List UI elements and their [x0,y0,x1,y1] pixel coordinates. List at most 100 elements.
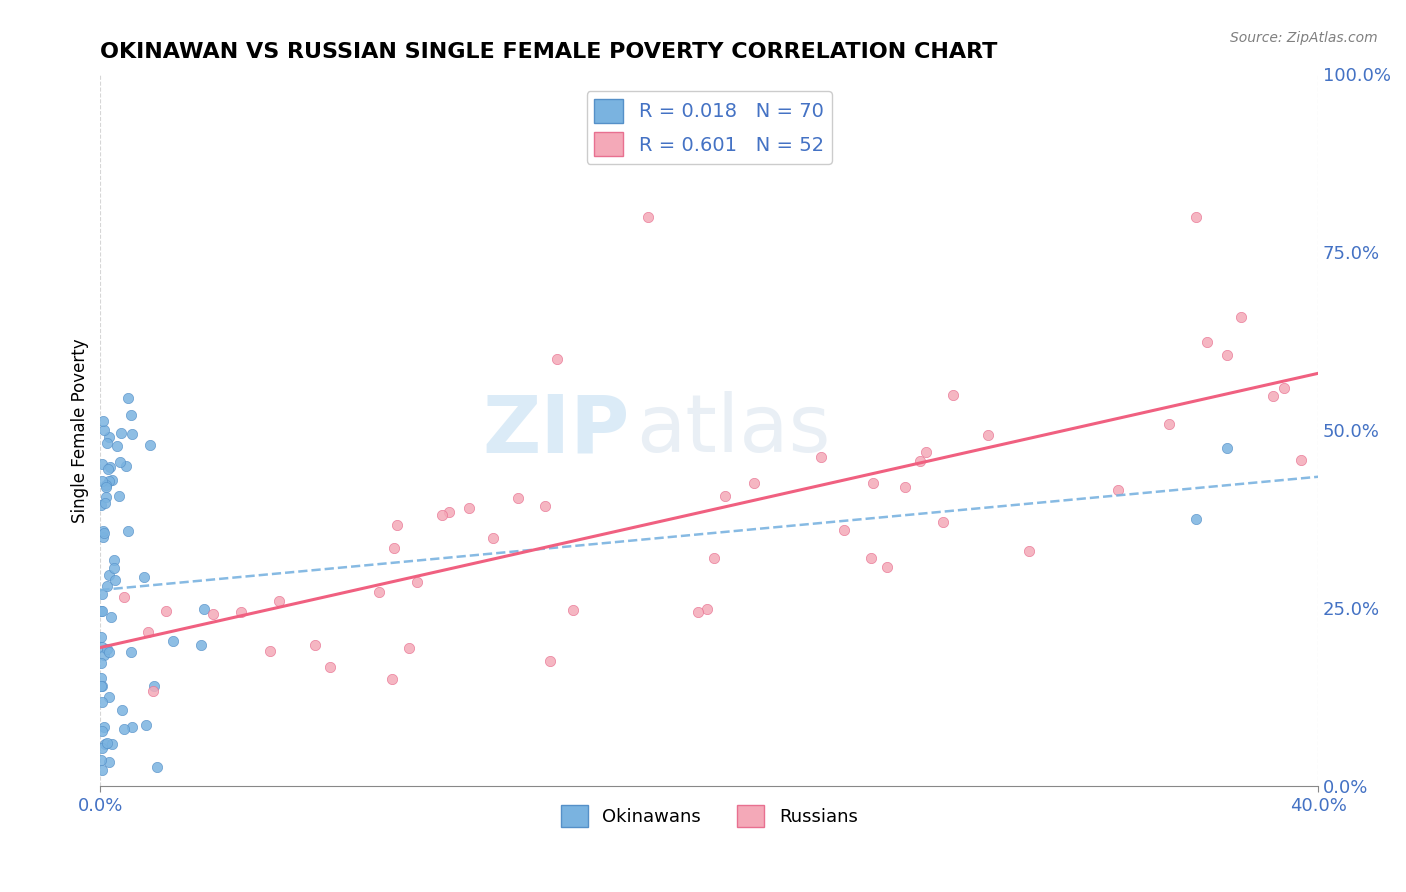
Point [894,480,917,494]
Point [97,690,120,704]
Point [90,458,112,472]
Point [155,603,177,617]
Point [104,573,127,587]
Point [162,634,184,648]
Point [111,703,134,717]
Point [1159,417,1181,432]
Point [100,737,122,751]
Point [96,642,118,657]
Point [1185,210,1208,224]
Point [398,641,420,656]
Point [115,459,138,474]
Point [105,439,128,453]
Point [862,476,884,491]
Point [120,645,142,659]
Point [231,605,253,619]
Point [977,427,1000,442]
Point [91,414,114,428]
Point [110,455,132,469]
Point [93,496,115,510]
Point [91,695,114,709]
Point [482,532,505,546]
Point [91,530,114,544]
Point [93,526,115,541]
Point [876,560,898,574]
Point [136,625,159,640]
Point [696,601,718,615]
Point [367,585,389,599]
Point [103,552,125,566]
Text: atlas: atlas [636,392,831,469]
Point [714,489,737,503]
Point [269,594,291,608]
Point [90,671,112,685]
Point [91,640,114,655]
Point [90,499,112,513]
Point [190,638,212,652]
Point [93,423,115,437]
Point [942,388,965,402]
Point [91,474,114,488]
Point [1018,544,1040,558]
Point [93,720,115,734]
Point [319,660,342,674]
Point [101,473,124,487]
Point [384,541,406,555]
Y-axis label: Single Female Poverty: Single Female Poverty [72,338,89,523]
Point [117,524,139,538]
Point [96,578,118,592]
Point [91,724,114,739]
Point [110,425,132,440]
Point [97,474,120,488]
Point [908,454,931,468]
Point [304,638,326,652]
Point [931,515,953,529]
Point [202,607,225,621]
Point [534,500,557,514]
Point [100,609,122,624]
Point [120,408,142,422]
Point [1272,381,1295,395]
Point [1261,388,1284,402]
Text: ZIP: ZIP [482,392,630,469]
Point [91,741,114,756]
Point [90,763,112,777]
Point [1195,334,1218,349]
Point [860,551,883,566]
Point [121,426,143,441]
Point [430,508,453,522]
Point [381,672,404,686]
Point [90,679,112,693]
Point [97,567,120,582]
Point [90,630,112,644]
Point [134,570,156,584]
Point [405,574,427,589]
Point [97,461,120,475]
Point [142,683,165,698]
Point [259,643,281,657]
Point [810,450,832,464]
Point [90,587,112,601]
Text: OKINAWAN VS RUSSIAN SINGLE FEMALE POVERTY CORRELATION CHART: OKINAWAN VS RUSSIAN SINGLE FEMALE POVERT… [100,42,998,62]
Point [107,489,129,503]
Point [506,491,529,506]
Point [1289,453,1312,467]
Point [457,501,479,516]
Text: Source: ZipAtlas.com: Source: ZipAtlas.com [1230,31,1378,45]
Point [686,606,709,620]
Point [93,524,115,539]
Point [193,602,215,616]
Point [94,490,117,504]
Point [134,717,156,731]
Point [562,603,585,617]
Point [90,753,112,767]
Point [96,736,118,750]
Point [832,523,855,537]
Point [703,550,725,565]
Point [1185,512,1208,526]
Point [90,656,112,670]
Point [915,444,938,458]
Point [742,475,765,490]
Point [387,517,409,532]
Point [139,438,162,452]
